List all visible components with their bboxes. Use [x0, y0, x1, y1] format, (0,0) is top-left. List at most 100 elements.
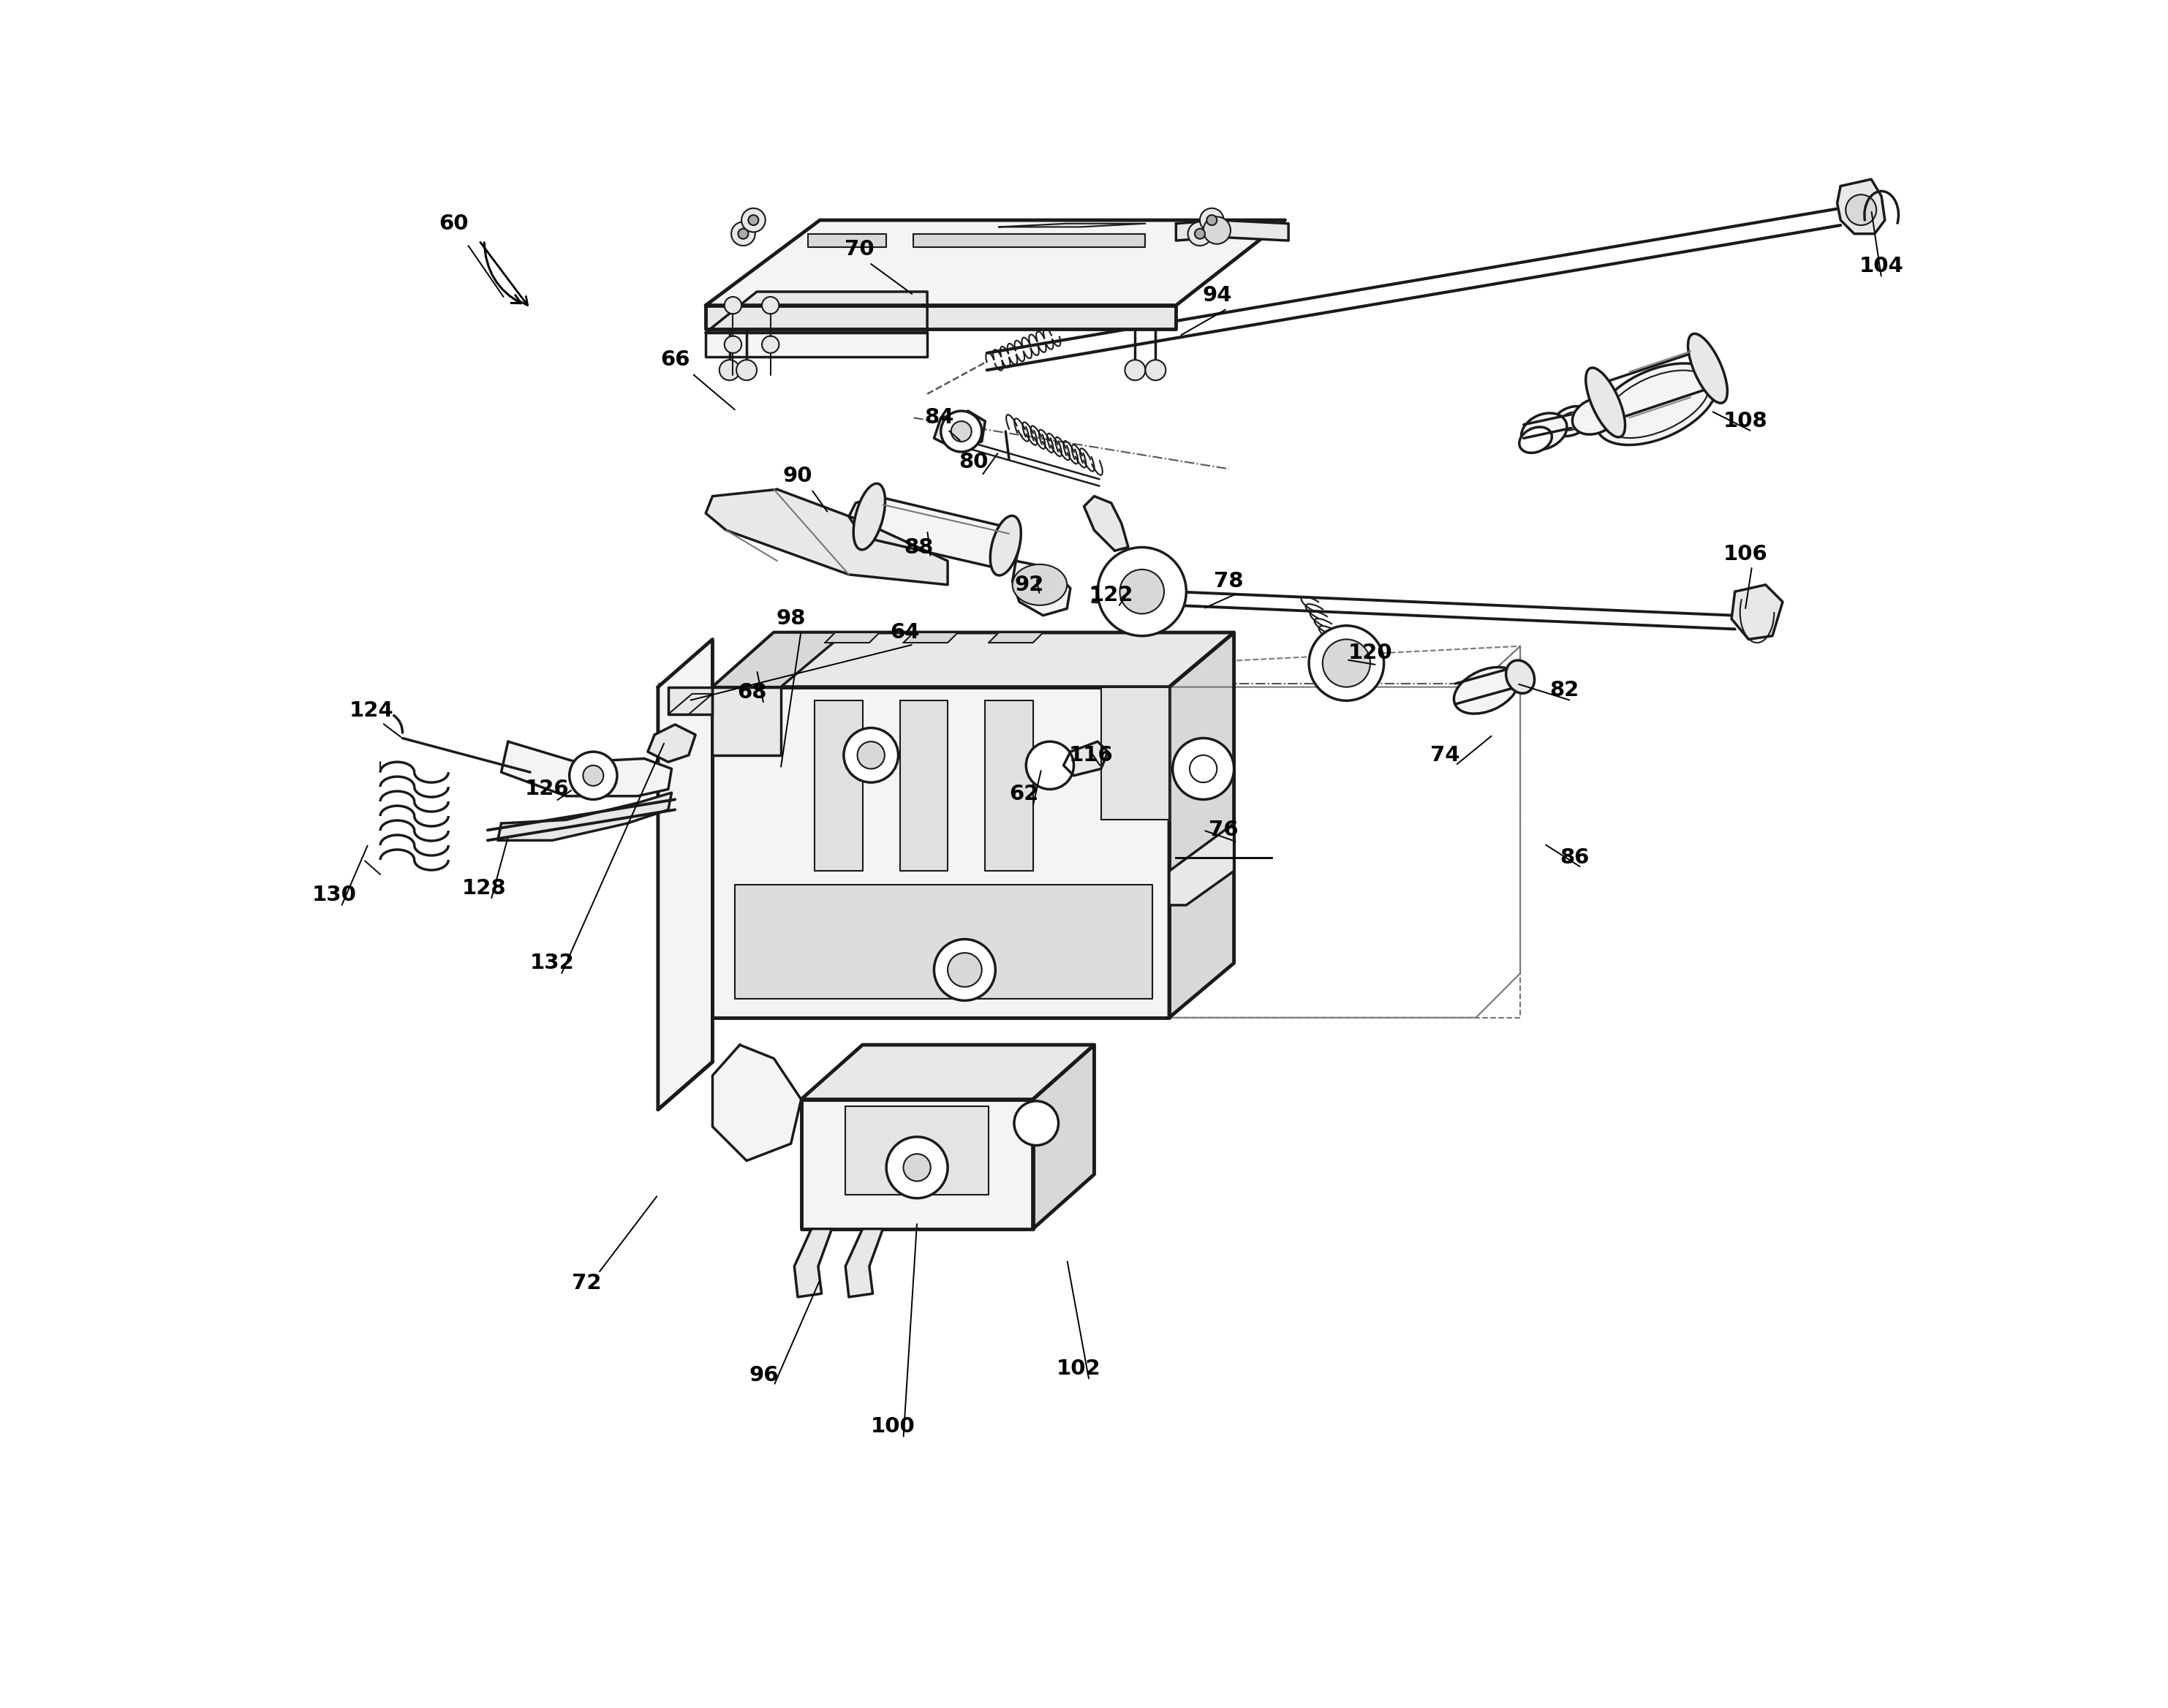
Text: 90: 90 — [783, 466, 813, 487]
Text: 122: 122 — [1088, 584, 1134, 605]
Circle shape — [748, 215, 759, 225]
Text: 132: 132 — [531, 953, 575, 974]
Polygon shape — [1084, 495, 1127, 550]
Circle shape — [720, 360, 739, 381]
Ellipse shape — [854, 483, 885, 550]
Text: 88: 88 — [904, 536, 934, 557]
Circle shape — [761, 336, 778, 354]
Circle shape — [724, 297, 741, 314]
Circle shape — [1195, 229, 1205, 239]
Circle shape — [941, 412, 982, 453]
Text: 82: 82 — [1550, 680, 1578, 700]
Circle shape — [1173, 738, 1234, 799]
Circle shape — [1309, 625, 1383, 700]
Text: 64: 64 — [891, 622, 919, 642]
Circle shape — [1203, 217, 1231, 244]
Circle shape — [761, 297, 778, 314]
Circle shape — [1199, 208, 1223, 232]
Ellipse shape — [991, 516, 1021, 576]
Polygon shape — [850, 495, 1019, 567]
Polygon shape — [913, 234, 1145, 248]
Circle shape — [741, 208, 765, 232]
Circle shape — [952, 422, 971, 442]
Polygon shape — [713, 632, 1234, 687]
Polygon shape — [984, 700, 1032, 871]
Ellipse shape — [1012, 564, 1067, 605]
Text: 66: 66 — [661, 350, 689, 371]
Polygon shape — [934, 412, 984, 449]
Polygon shape — [713, 632, 846, 687]
Text: 116: 116 — [1069, 745, 1112, 765]
Text: 92: 92 — [1015, 574, 1045, 594]
Circle shape — [1025, 741, 1073, 789]
Text: 124: 124 — [349, 700, 395, 721]
Polygon shape — [713, 687, 1169, 1018]
Polygon shape — [999, 224, 1145, 227]
Polygon shape — [648, 724, 696, 762]
Circle shape — [724, 336, 741, 354]
Text: 86: 86 — [1561, 847, 1589, 868]
Circle shape — [1097, 547, 1186, 635]
Text: 62: 62 — [1010, 784, 1038, 804]
Text: 60: 60 — [438, 214, 468, 234]
Text: 74: 74 — [1431, 745, 1459, 765]
Polygon shape — [713, 687, 780, 755]
Ellipse shape — [1507, 661, 1535, 693]
Text: 68: 68 — [737, 681, 767, 702]
Circle shape — [737, 229, 748, 239]
Text: 128: 128 — [462, 878, 507, 898]
Polygon shape — [707, 220, 1286, 306]
Circle shape — [1322, 639, 1370, 687]
Text: 72: 72 — [572, 1272, 601, 1293]
Text: 130: 130 — [312, 885, 356, 905]
Polygon shape — [1732, 584, 1782, 639]
Text: 70: 70 — [843, 239, 874, 260]
Ellipse shape — [1455, 668, 1518, 714]
Ellipse shape — [1552, 407, 1591, 436]
Polygon shape — [707, 490, 947, 584]
Polygon shape — [989, 632, 1043, 642]
Ellipse shape — [1572, 398, 1617, 434]
Circle shape — [934, 939, 995, 1001]
Circle shape — [1125, 360, 1145, 381]
Text: 80: 80 — [958, 453, 989, 473]
Text: 98: 98 — [776, 608, 806, 629]
Polygon shape — [1012, 560, 1071, 615]
Polygon shape — [826, 632, 880, 642]
Circle shape — [583, 765, 603, 786]
Polygon shape — [802, 1045, 1095, 1100]
Text: 84: 84 — [924, 408, 954, 429]
Polygon shape — [659, 639, 713, 1110]
Polygon shape — [846, 1107, 989, 1196]
Circle shape — [843, 728, 898, 782]
Ellipse shape — [1522, 413, 1567, 449]
Polygon shape — [1064, 741, 1108, 775]
Polygon shape — [1032, 1045, 1095, 1228]
Text: 100: 100 — [872, 1416, 915, 1436]
Text: 126: 126 — [525, 779, 570, 799]
Text: 76: 76 — [1210, 820, 1238, 840]
Polygon shape — [1169, 823, 1234, 905]
Polygon shape — [501, 741, 672, 796]
Text: 108: 108 — [1724, 412, 1767, 432]
Polygon shape — [802, 1100, 1032, 1228]
Polygon shape — [668, 693, 713, 714]
Circle shape — [1188, 222, 1212, 246]
Polygon shape — [707, 306, 1175, 330]
Polygon shape — [1169, 632, 1234, 1018]
Circle shape — [947, 953, 982, 987]
Polygon shape — [1104, 550, 1184, 632]
Circle shape — [737, 360, 757, 381]
Text: 104: 104 — [1860, 256, 1904, 277]
Text: 78: 78 — [1214, 570, 1244, 591]
Text: 106: 106 — [1724, 543, 1767, 564]
Polygon shape — [713, 1045, 802, 1161]
Ellipse shape — [1585, 367, 1626, 437]
Text: 94: 94 — [1201, 285, 1231, 306]
Polygon shape — [707, 333, 928, 357]
Polygon shape — [668, 687, 713, 714]
Circle shape — [1208, 215, 1216, 225]
Polygon shape — [499, 793, 672, 840]
Polygon shape — [900, 700, 947, 871]
Ellipse shape — [1596, 364, 1717, 446]
